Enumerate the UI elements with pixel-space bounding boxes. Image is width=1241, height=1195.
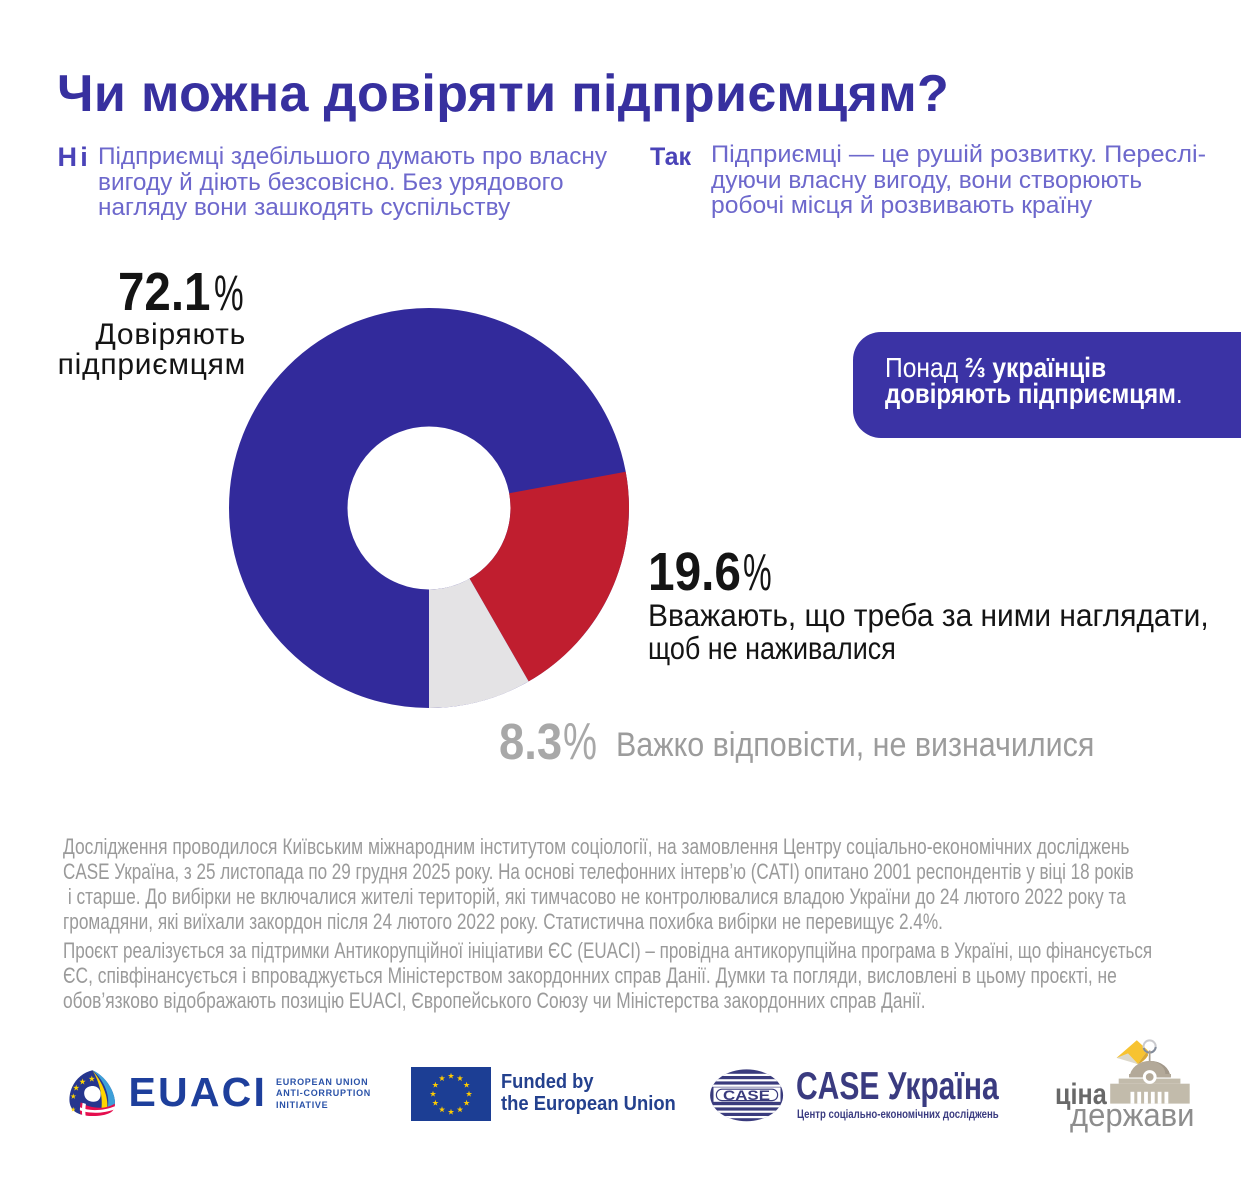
svg-text:CASE: CASE bbox=[723, 1088, 770, 1103]
